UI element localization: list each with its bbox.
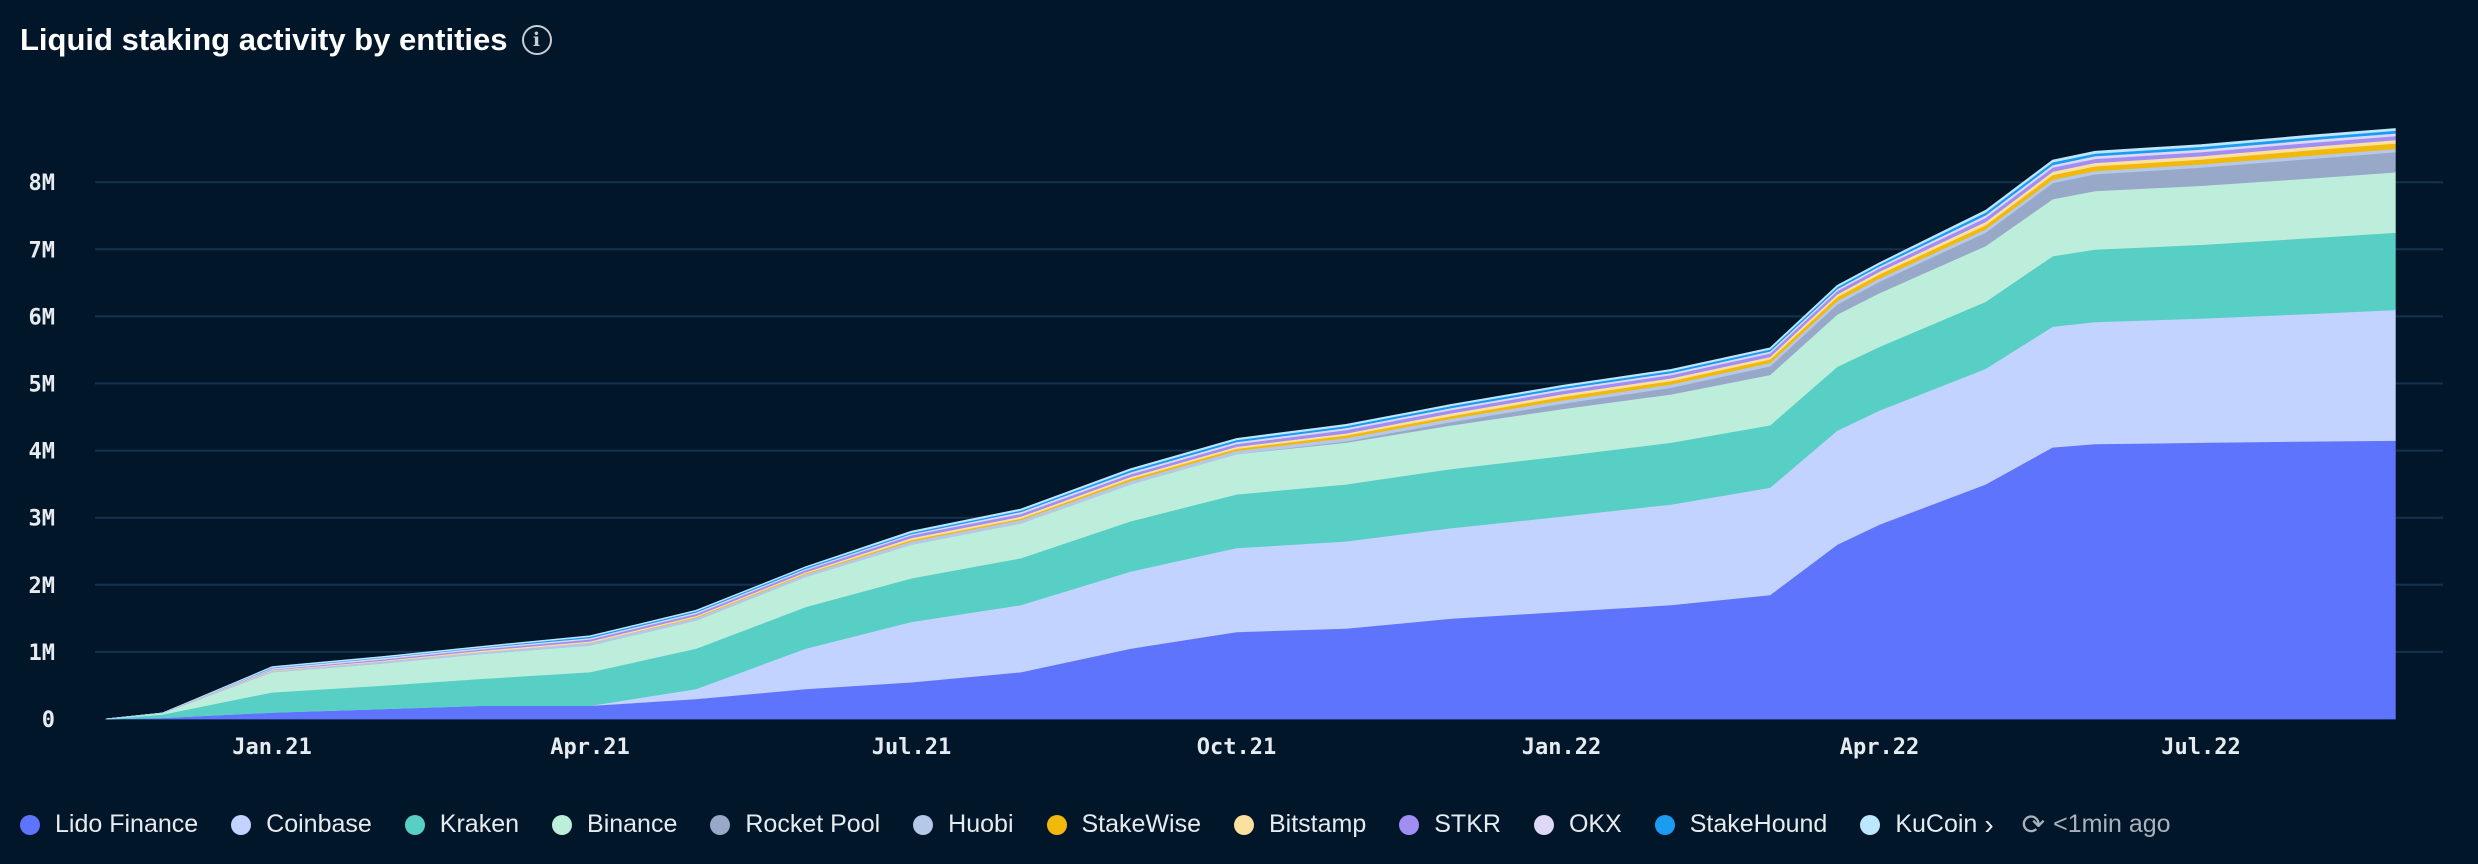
y-tick-label: 4M <box>29 440 56 465</box>
legend-label: OKX <box>1568 810 1622 838</box>
legend-label: Huobi <box>948 810 1014 838</box>
last-updated-text: <1min ago <box>2053 810 2171 838</box>
legend-label: StakeWise <box>1081 810 1201 838</box>
chart-title: Liquid staking activity by entities i <box>20 22 552 58</box>
last-updated: ⟳ <1min ago <box>2022 808 2171 841</box>
y-tick-label: 7M <box>29 238 56 263</box>
legend-label: KuCoin <box>1895 810 1978 838</box>
legend-label: StakeHound <box>1689 810 1828 838</box>
x-tick-label: Apr.22 <box>1840 735 1919 760</box>
x-tick-label: Jan.22 <box>1522 735 1601 760</box>
legend-item-kucoin[interactable]: KuCoin <box>1860 810 1977 839</box>
legend-item-huobi[interactable]: Huobi <box>913 810 1014 839</box>
x-tick-label: Apr.21 <box>550 735 629 760</box>
stacked-area-chart: 0 1M 2M 3M 4M 5M 6M 7M 8M Jan.21 Apr.21 Jul.21 Oct.2… <box>29 128 2443 760</box>
legend-label: Rocket Pool <box>745 810 881 838</box>
legend-next-chevron-icon[interactable]: › <box>1984 808 1994 840</box>
y-tick-label: 6M <box>29 305 56 330</box>
x-tick-label: Oct.21 <box>1197 735 1276 760</box>
legend: Lido Finance Coinbase Kraken Binance Rocket … <box>20 808 2171 841</box>
legend-item-bitstamp[interactable]: Bitstamp <box>1233 810 1367 839</box>
y-tick-label: 0 <box>42 708 55 733</box>
legend-swatch <box>1233 814 1254 835</box>
x-tick-label: Jul.21 <box>872 735 951 760</box>
y-tick-label: 8M <box>29 171 56 196</box>
legend-swatch <box>1654 814 1675 835</box>
info-icon[interactable]: i <box>521 25 552 55</box>
legend-item-kraken[interactable]: Kraken <box>404 810 520 839</box>
legend-swatch <box>1046 814 1067 835</box>
legend-label: Bitstamp <box>1268 810 1367 838</box>
legend-swatch <box>913 814 934 835</box>
legend-label: Lido Finance <box>55 810 199 838</box>
legend-item-stkr[interactable]: STKR <box>1399 810 1501 839</box>
legend-label: Coinbase <box>266 810 372 838</box>
y-tick-label: 1M <box>29 641 56 666</box>
y-tick-label: 2M <box>29 574 56 599</box>
legend-label: STKR <box>1434 810 1501 838</box>
legend-item-lido-finance[interactable]: Lido Finance <box>20 810 198 839</box>
legend-item-coinbase[interactable]: Coinbase <box>231 810 372 839</box>
x-tick-label: Jan.21 <box>232 735 311 760</box>
chart-title-text: Liquid staking activity by entities <box>20 22 508 57</box>
legend-swatch <box>1533 814 1554 835</box>
legend-label: Binance <box>587 810 678 838</box>
legend-item-okx[interactable]: OKX <box>1533 810 1622 839</box>
x-tick-label: Jul.22 <box>2161 735 2240 760</box>
legend-swatch <box>1860 814 1881 835</box>
area-series-kucoin <box>105 128 2396 720</box>
legend-swatch <box>1399 814 1420 835</box>
legend-item-stakehound[interactable]: StakeHound <box>1654 810 1828 839</box>
legend-swatch <box>710 814 731 835</box>
y-tick-label: 5M <box>29 373 56 398</box>
legend-item-rocket-pool[interactable]: Rocket Pool <box>710 810 880 839</box>
legend-item-binance[interactable]: Binance <box>552 810 677 839</box>
refresh-clock-icon[interactable]: ⟳ <box>2021 809 2046 840</box>
legend-swatch <box>404 814 425 835</box>
legend-label: Kraken <box>439 810 520 838</box>
legend-swatch <box>20 814 40 835</box>
legend-swatch <box>231 814 252 835</box>
legend-swatch <box>552 814 573 835</box>
y-tick-label: 3M <box>29 507 56 532</box>
legend-item-stakewise[interactable]: StakeWise <box>1046 810 1201 839</box>
